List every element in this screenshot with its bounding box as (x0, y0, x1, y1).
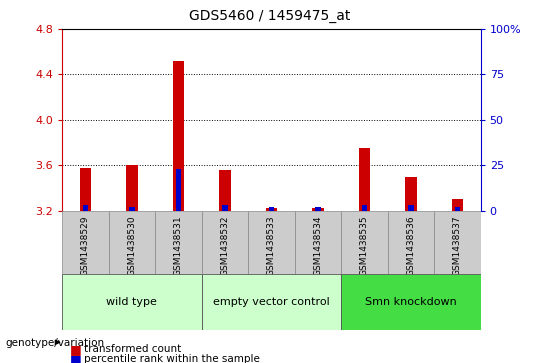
Bar (248, 211, 295, 274)
Text: GSM1438529: GSM1438529 (81, 216, 90, 276)
Text: GDS5460 / 1459475_at: GDS5460 / 1459475_at (190, 9, 350, 23)
Text: GSM1438531: GSM1438531 (174, 216, 183, 276)
Text: ■: ■ (70, 353, 82, 363)
Bar (266, 208, 277, 211)
Bar (173, 61, 184, 211)
Text: ■: ■ (70, 343, 82, 356)
Text: GSM1438530: GSM1438530 (127, 216, 136, 276)
Text: GSM1438537: GSM1438537 (453, 216, 462, 276)
Bar (268, 207, 274, 211)
Bar (155, 211, 201, 274)
Bar (362, 205, 367, 211)
Bar (359, 148, 370, 211)
Bar (109, 211, 155, 274)
Bar (295, 211, 341, 274)
Bar (341, 274, 481, 330)
Bar (222, 205, 228, 211)
Bar (126, 164, 138, 211)
Bar (129, 207, 134, 211)
Bar (408, 205, 414, 211)
Text: empty vector control: empty vector control (213, 297, 330, 307)
Text: wild type: wild type (106, 297, 157, 307)
Bar (341, 211, 388, 274)
Bar (79, 168, 91, 211)
Text: GSM1438534: GSM1438534 (313, 216, 322, 276)
Text: Smn knockdown: Smn knockdown (365, 297, 457, 307)
Bar (451, 199, 463, 211)
Bar (388, 211, 434, 274)
Bar (219, 170, 231, 211)
Bar (315, 207, 321, 211)
Text: GSM1438533: GSM1438533 (267, 216, 276, 276)
Text: genotype/variation: genotype/variation (5, 338, 105, 348)
Text: percentile rank within the sample: percentile rank within the sample (84, 354, 260, 363)
Bar (201, 274, 341, 330)
Bar (201, 211, 248, 274)
Bar (83, 205, 88, 211)
Text: GSM1438536: GSM1438536 (407, 216, 415, 276)
Bar (405, 176, 417, 211)
Bar (312, 208, 323, 211)
Bar (434, 211, 481, 274)
Text: GSM1438532: GSM1438532 (220, 216, 230, 276)
Bar (62, 274, 201, 330)
Text: GSM1438535: GSM1438535 (360, 216, 369, 276)
Bar (455, 207, 460, 211)
Bar (62, 211, 109, 274)
Bar (176, 169, 181, 211)
Text: transformed count: transformed count (84, 344, 181, 354)
